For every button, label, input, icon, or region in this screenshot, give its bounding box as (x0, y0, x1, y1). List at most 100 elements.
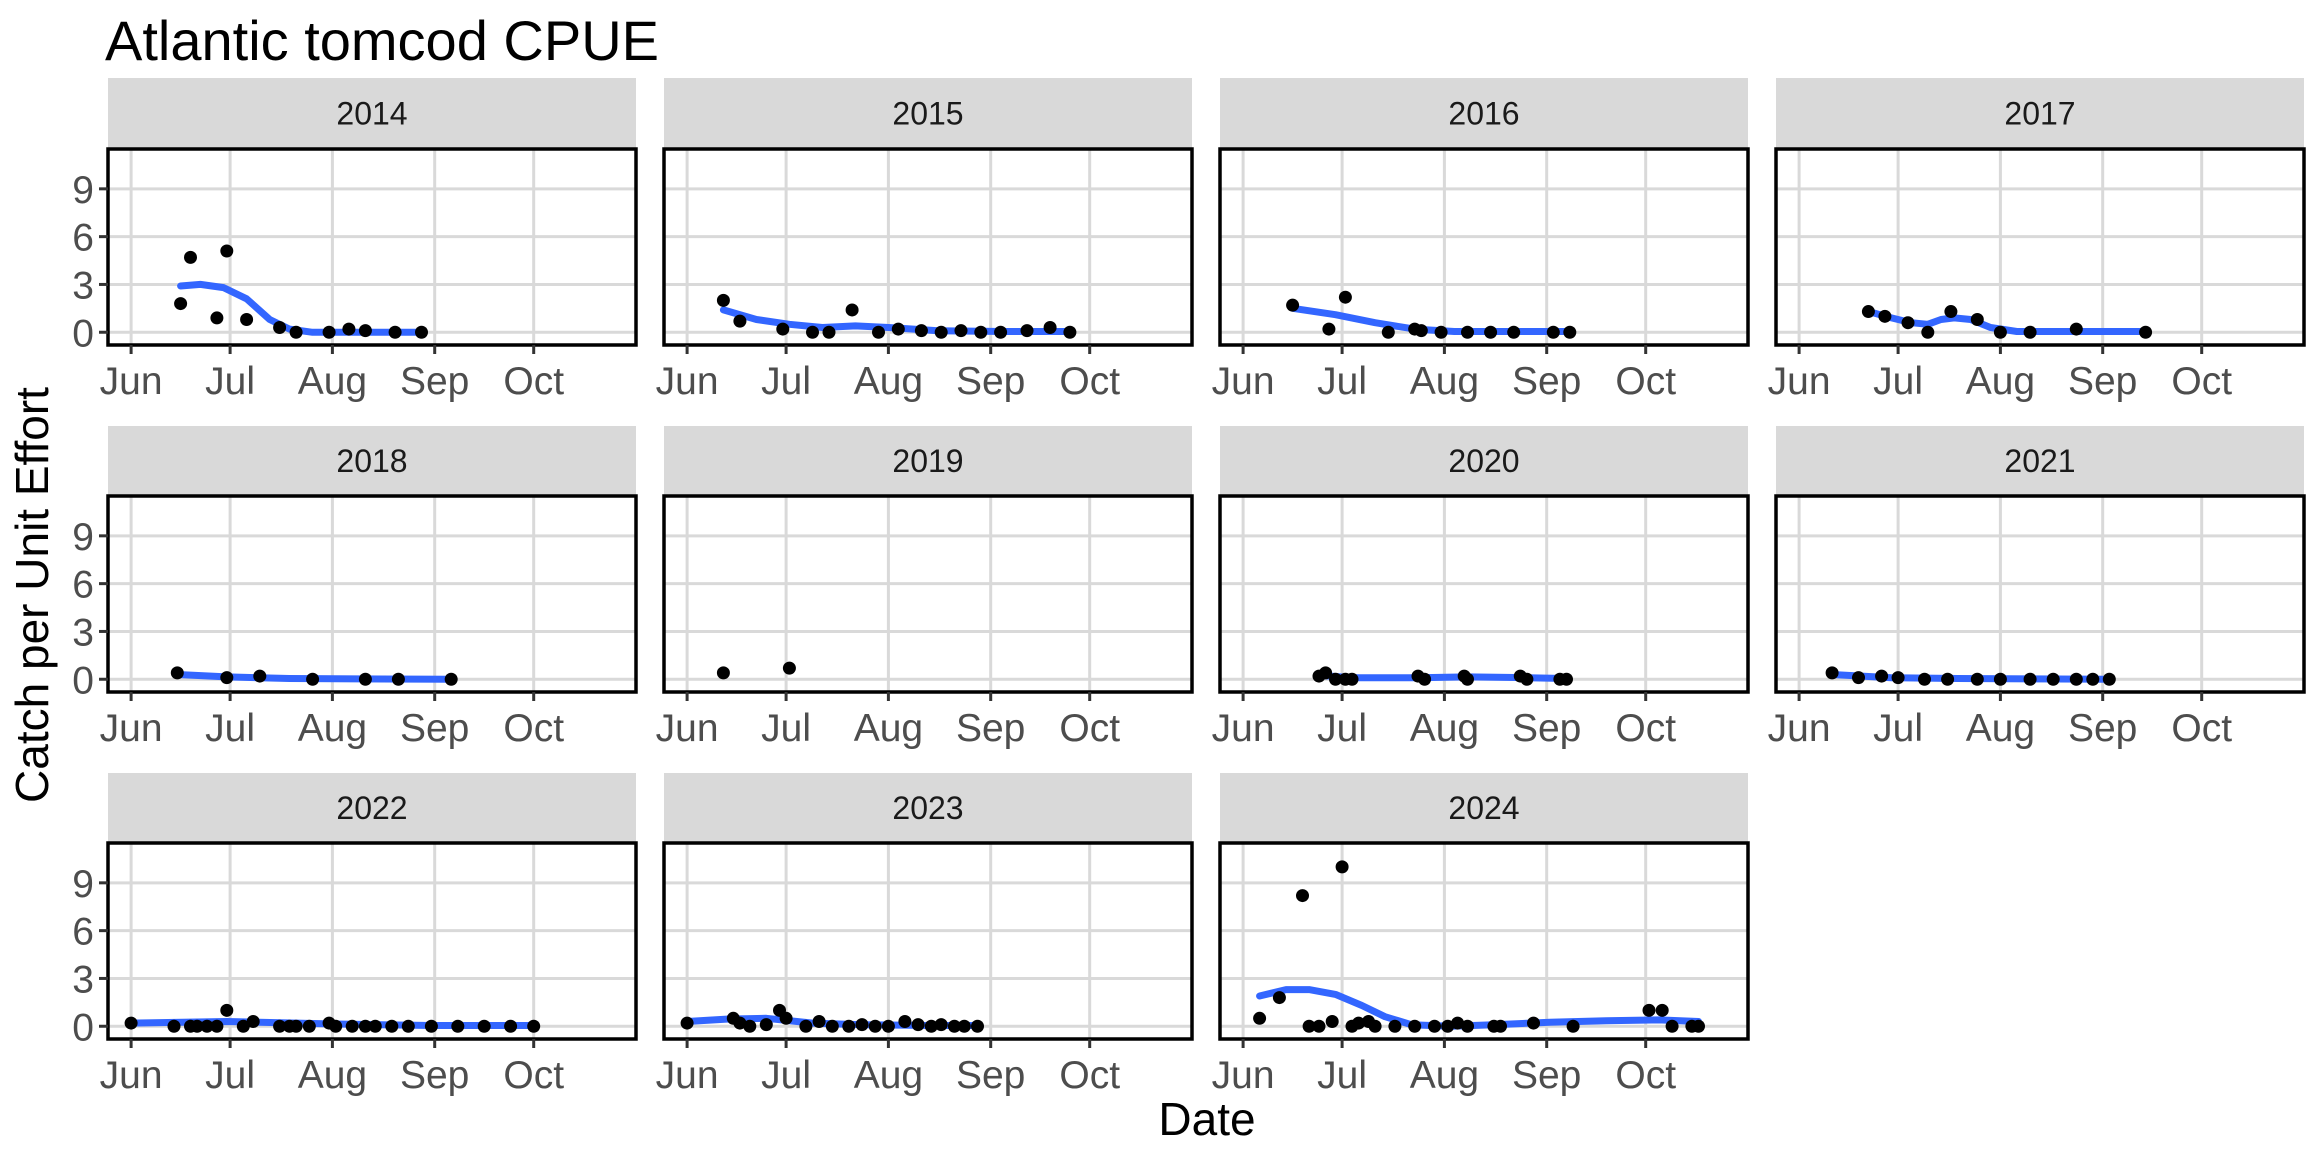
data-point (1338, 290, 1352, 304)
x-tick-label: Sep (956, 707, 1025, 750)
data-point (342, 322, 356, 336)
data-point (200, 1019, 214, 1033)
panel-background (664, 843, 1192, 1039)
y-tick-label: 6 (72, 217, 94, 260)
x-tick-label: Jun (1212, 1054, 1275, 1097)
x-tick-label: Oct (1615, 1054, 1676, 1097)
data-point (974, 325, 988, 339)
panel-border (1774, 494, 2306, 694)
facet-strip-label: 2017 (2004, 96, 2075, 132)
data-point (1286, 298, 1300, 312)
data-point (1970, 313, 1984, 327)
facet-strip-label: 2022 (336, 790, 407, 826)
x-tick-label: Jun (100, 360, 163, 403)
data-point (1368, 1019, 1382, 1033)
data-point (1566, 1019, 1580, 1033)
x-tick-label: Jul (1317, 707, 1367, 750)
x-tick-label: Oct (503, 707, 564, 750)
y-tick-label: 6 (72, 564, 94, 607)
panel-background (1776, 149, 2304, 345)
x-tick-label: Aug (298, 360, 367, 403)
data-point (246, 1014, 260, 1028)
x-tick-label: Aug (1410, 1054, 1479, 1097)
data-point (210, 1019, 224, 1033)
panel-background (664, 149, 1192, 345)
y-tick-label: 9 (72, 516, 94, 559)
data-point (934, 1018, 948, 1032)
data-point (1461, 1019, 1474, 1033)
facet-2022: 2022 Jun Jul Aug Sep Oct 0 36 9 (72, 773, 638, 1097)
data-point (1901, 316, 1915, 330)
data-point (302, 1019, 316, 1033)
data-point (388, 325, 402, 339)
data-point (855, 1018, 869, 1032)
data-point (240, 313, 254, 327)
data-point (716, 293, 730, 307)
data-point (253, 669, 267, 683)
data-point (994, 325, 1008, 339)
data-point (2102, 672, 2116, 686)
data-point (733, 1016, 747, 1030)
data-point (289, 325, 303, 339)
facet-strip (1220, 426, 1748, 496)
facet-2017: 2017 Jun Jul Aug Sep Oct (1768, 78, 2306, 403)
data-point (1993, 325, 2007, 339)
x-tick-label: Oct (1059, 707, 1120, 750)
data-point (401, 1019, 415, 1033)
data-point (1418, 672, 1432, 686)
x-tick-label: Aug (1410, 360, 1479, 403)
panel-border (106, 494, 638, 694)
data-point (779, 1011, 793, 1025)
facet-strip-label: 2016 (1448, 96, 1519, 132)
data-point (220, 1003, 234, 1017)
data-point (957, 1019, 971, 1033)
facet-2021: 2021 Jun Jul Aug Sep Oct (1768, 426, 2306, 750)
data-point (1918, 672, 1931, 686)
data-point (1563, 325, 1577, 339)
x-tick-label: Jul (1317, 1054, 1367, 1097)
panel-background (108, 149, 636, 345)
panel-border (662, 147, 1194, 347)
data-point (1296, 889, 1309, 903)
x-tick-label: Aug (1410, 707, 1479, 750)
data-point (2046, 672, 2060, 686)
facet-strip (664, 78, 1192, 149)
data-point (1302, 1019, 1316, 1033)
panel-grid (108, 843, 636, 1039)
facet-strip-label: 2014 (336, 96, 407, 132)
y-tick-label: 3 (72, 611, 94, 654)
data-point (170, 666, 184, 680)
x-tick-label: Jun (656, 1054, 719, 1097)
x-tick-label: Sep (2068, 360, 2137, 403)
data-point (1546, 325, 1560, 339)
data-point (329, 1019, 343, 1033)
facet-strip-label: 2020 (1448, 443, 1519, 479)
panel-border (1218, 147, 1750, 347)
facet-strip-label: 2024 (1448, 790, 1519, 826)
x-tick-label: Oct (1059, 1054, 1120, 1097)
x-tick-label: Oct (2171, 707, 2232, 750)
data-point (391, 672, 405, 686)
data-point (1428, 1019, 1441, 1033)
data-point (1253, 1011, 1267, 1025)
x-tick-label: Jun (656, 360, 719, 403)
x-tick-label: Jul (761, 360, 811, 403)
y-tick-label: 0 (72, 1006, 94, 1049)
panel-background (108, 843, 636, 1039)
x-tick-label: Jun (100, 707, 163, 750)
data-point (2086, 672, 2100, 686)
data-point (1665, 1019, 1679, 1033)
data-point (2069, 322, 2083, 336)
data-point (210, 311, 224, 325)
data-point (358, 672, 372, 686)
data-point (184, 250, 197, 264)
data-point (236, 1019, 250, 1033)
data-point (220, 671, 234, 685)
data-point (1921, 325, 1935, 339)
panel-border (106, 841, 638, 1041)
data-point (947, 1019, 961, 1033)
panel-border (662, 841, 1194, 1041)
data-point (872, 325, 885, 339)
facet-strip (1220, 773, 1748, 843)
